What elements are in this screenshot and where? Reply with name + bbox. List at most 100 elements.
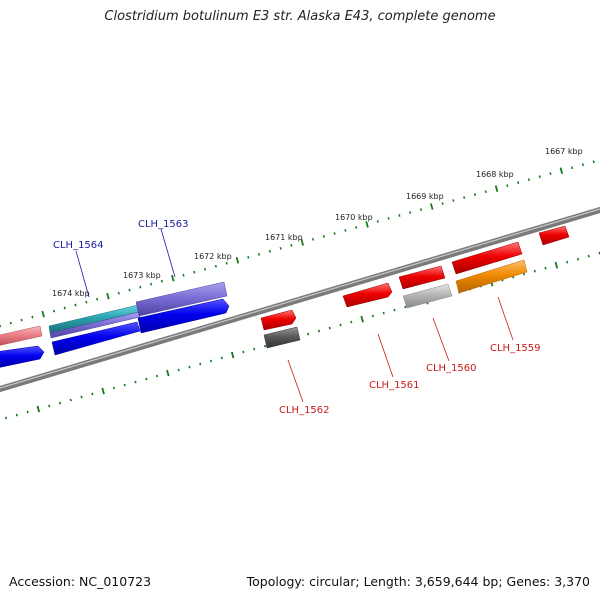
- tick-minor: [484, 190, 487, 194]
- tick-minor: [263, 344, 267, 348]
- gene-clh-1562-grey[interactable]: [263, 326, 301, 349]
- tick-minor: [473, 193, 477, 197]
- tick-minor: [182, 273, 185, 277]
- leader-clh-1560: [432, 317, 450, 362]
- accession-label: Accession: NC_010723: [9, 574, 152, 589]
- tick-minor: [85, 300, 88, 304]
- tick-minor: [307, 332, 310, 336]
- gene-forward-middle-right[interactable]: [398, 265, 446, 290]
- gene-label-clh-1561[interactable]: CLH_1561: [369, 380, 420, 391]
- kbp-label-1667: 1667 kbp: [545, 147, 583, 156]
- gene-clh-1559[interactable]: [455, 259, 528, 294]
- tick-minor: [571, 166, 574, 170]
- tick-minor: [80, 395, 83, 399]
- tick-major: [554, 261, 559, 269]
- tick-minor: [204, 267, 207, 271]
- gene-forward-far-right[interactable]: [538, 225, 570, 246]
- tick-minor: [355, 226, 358, 229]
- tick-minor: [581, 163, 584, 167]
- gene-label-clh-1562[interactable]: CLH_1562: [279, 405, 330, 416]
- tick-minor: [441, 202, 444, 205]
- gene-clh-1561[interactable]: [342, 282, 393, 308]
- tick-minor: [123, 383, 126, 387]
- tick-minor: [333, 232, 336, 235]
- tick-minor: [20, 318, 23, 322]
- tick-minor: [188, 365, 191, 369]
- tick-major: [101, 387, 105, 395]
- map-title: Clostridium botulinum E3 str. Alaska E43…: [104, 9, 496, 24]
- tick-minor: [322, 234, 325, 238]
- kbp-label-1671: 1671 kbp: [265, 233, 303, 242]
- gene-label-clh-1560[interactable]: CLH_1560: [426, 363, 477, 374]
- tick-minor: [387, 217, 390, 220]
- tick-major: [430, 203, 434, 210]
- tick-minor: [74, 303, 77, 307]
- tick-minor: [517, 181, 520, 185]
- tick-minor: [463, 196, 466, 199]
- kbp-label-1668: 1668 kbp: [476, 170, 514, 179]
- tick-major: [360, 315, 364, 323]
- leader-clh-1561: [377, 333, 394, 378]
- tick-minor: [419, 208, 423, 211]
- tick-minor: [31, 315, 34, 319]
- tick-minor: [576, 257, 580, 261]
- tick-minor: [69, 398, 72, 402]
- gene-forward-right-upper[interactable]: [451, 241, 523, 275]
- tick-minor: [9, 321, 12, 325]
- tick-minor: [452, 199, 455, 202]
- genome-stats-label: Topology: circular; Length: 3,659,644 bp…: [246, 574, 590, 589]
- gene-salmon-forward[interactable]: [0, 325, 43, 346]
- tick-minor: [150, 282, 153, 286]
- kbp-label-1672: 1672 kbp: [194, 252, 232, 261]
- tick-minor: [257, 252, 261, 256]
- tick-minor: [371, 314, 374, 318]
- kbp-label-1673: 1673 kbp: [123, 271, 161, 280]
- tick-minor: [328, 326, 331, 330]
- tick-major: [36, 405, 41, 413]
- tick-minor: [522, 272, 526, 276]
- tick-minor: [145, 377, 148, 381]
- tick-minor: [15, 413, 18, 417]
- kbp-label-1670: 1670 kbp: [335, 213, 373, 222]
- gene-blue-reverse-2[interactable]: [137, 298, 230, 334]
- tick-major: [166, 369, 170, 377]
- tick-minor: [544, 266, 547, 270]
- gene-clh-1563-forward[interactable]: [135, 281, 228, 317]
- tick-minor: [339, 323, 342, 327]
- gene-label-clh-1564[interactable]: CLH_1564: [53, 240, 104, 251]
- tick-minor: [112, 386, 115, 390]
- tick-minor: [506, 184, 509, 188]
- gene-label-clh-1559[interactable]: CLH_1559: [490, 343, 541, 354]
- gene-blue-left-edge[interactable]: [0, 345, 45, 368]
- tick-minor: [58, 401, 62, 405]
- tick-minor: [26, 410, 29, 414]
- tick-minor: [592, 160, 595, 164]
- tick-minor: [220, 356, 223, 360]
- tick-minor: [350, 320, 353, 324]
- tick-row-outer: [0, 160, 595, 328]
- tick-minor: [393, 308, 396, 312]
- tick-major: [41, 310, 45, 318]
- leader-clh-1563: [160, 228, 176, 278]
- tick-minor: [214, 264, 217, 268]
- tick-minor: [398, 214, 401, 217]
- tick-minor: [317, 329, 321, 333]
- kbp-label-1674: 1674 kbp: [52, 289, 90, 298]
- tick-major: [106, 292, 110, 300]
- tick-major: [171, 274, 175, 282]
- tick-minor: [209, 359, 213, 363]
- gene-clh-1564-lower-band[interactable]: [49, 311, 141, 339]
- tick-minor: [409, 211, 412, 214]
- tick-minor: [247, 255, 250, 259]
- tick-minor: [225, 261, 228, 265]
- gene-label-clh-1563[interactable]: CLH_1563: [138, 219, 189, 230]
- tick-minor: [290, 243, 293, 247]
- tick-minor: [268, 249, 271, 253]
- tick-minor: [242, 350, 245, 354]
- gene-clh-1560[interactable]: [402, 283, 453, 309]
- gene-blue-reverse-1[interactable]: [51, 321, 141, 356]
- tick-minor: [279, 246, 282, 250]
- kbp-label-1669: 1669 kbp: [406, 192, 444, 201]
- gene-clh-1562[interactable]: [260, 309, 297, 331]
